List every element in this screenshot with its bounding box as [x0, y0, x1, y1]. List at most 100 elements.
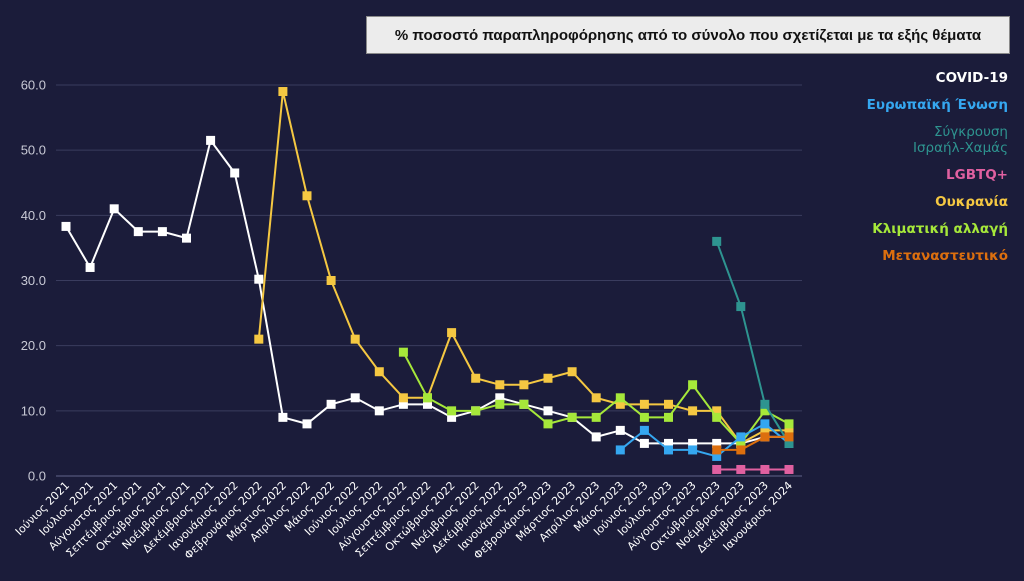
data-point [278, 87, 288, 97]
data-point [567, 367, 577, 377]
data-point [61, 221, 71, 231]
chart-title-box: % ποσοστό παραπληροφόρησης από το σύνολο… [366, 16, 1010, 54]
data-point [85, 262, 95, 272]
data-point [760, 406, 770, 416]
data-point [302, 191, 312, 201]
data-point [712, 236, 722, 246]
data-point [784, 425, 794, 435]
legend-item-covid: COVID-19 [935, 70, 1008, 86]
legend-item-israel-hamas: Σύγκρουση Ισραήλ-Χαμάς [913, 124, 1008, 156]
legend-item-climate: Κλιματική αλλαγή [872, 221, 1008, 237]
data-point [398, 347, 408, 357]
data-point [374, 367, 384, 377]
data-point [254, 334, 264, 344]
data-point [736, 438, 746, 448]
data-point [543, 419, 553, 429]
series-LGBTQ+ [712, 464, 794, 474]
data-point [736, 445, 746, 455]
data-point [133, 227, 143, 237]
y-tick-label: 10.0 [21, 403, 46, 418]
data-point [495, 399, 505, 409]
legend-item-eu: Ευρωπαϊκή Ένωση [866, 97, 1008, 113]
y-tick-label: 0.0 [28, 469, 46, 484]
data-point [447, 328, 457, 338]
legend-item-ukraine: Ουκρανία [935, 194, 1008, 210]
chart-title: % ποσοστό παραπληροφόρησης από το σύνολο… [394, 26, 982, 44]
data-point [495, 393, 505, 403]
data-point [398, 393, 408, 403]
data-point [712, 406, 722, 416]
data-point [543, 373, 553, 383]
data-point [712, 412, 722, 422]
data-point [664, 438, 673, 448]
data-point [736, 302, 746, 312]
y-tick-label: 30.0 [21, 273, 46, 288]
data-point [784, 464, 794, 474]
data-point [326, 399, 336, 409]
data-point [688, 406, 698, 416]
data-point [495, 380, 505, 390]
data-point [350, 334, 360, 344]
data-point [278, 412, 288, 422]
data-point [712, 464, 722, 474]
data-point [206, 135, 216, 145]
data-point [519, 399, 529, 409]
series-line [715, 241, 790, 444]
data-point [615, 393, 625, 403]
data-point [712, 438, 722, 448]
data-point [760, 432, 770, 442]
data-point [664, 399, 673, 409]
series-line [257, 91, 789, 445]
data-point [615, 399, 625, 409]
data-point [615, 445, 625, 455]
series-line [716, 435, 789, 451]
y-tick-label: 60.0 [21, 78, 46, 93]
data-point [471, 406, 481, 416]
y-tick-label: 40.0 [21, 208, 46, 223]
data-point [350, 393, 360, 403]
data-point [302, 419, 312, 429]
data-point [230, 168, 240, 178]
data-point [639, 425, 649, 435]
data-point [615, 425, 625, 435]
data-point [688, 438, 698, 448]
data-point [374, 406, 384, 416]
data-point [639, 438, 649, 448]
data-point [664, 412, 673, 422]
data-point [591, 412, 601, 422]
data-point [784, 432, 794, 442]
series-COVID-19 [61, 135, 794, 448]
data-point [447, 412, 457, 422]
data-point [471, 373, 481, 383]
legend-item-lgbtq: LGBTQ+ [946, 167, 1008, 183]
data-point [591, 393, 601, 403]
data-point [591, 432, 601, 442]
legend-item-migration: Μεταναστευτικό [882, 248, 1008, 264]
data-point [182, 233, 191, 243]
y-tick-label: 50.0 [21, 143, 46, 158]
data-point [760, 419, 770, 429]
legend: COVID-19 Ευρωπαϊκή Ένωση Σύγκρουση Ισραήλ… [808, 70, 1008, 275]
data-point [664, 445, 673, 455]
y-axis-ticks: 0.0 10.0 20.0 30.0 40.0 50.0 60.0 [21, 78, 46, 484]
series-Σύγκρουση Ισραήλ-Χαμάς [712, 236, 794, 448]
data-point [567, 412, 577, 422]
data-point [760, 399, 770, 409]
data-point [784, 438, 794, 448]
y-tick-label: 20.0 [21, 338, 46, 353]
data-point [398, 399, 408, 409]
data-point [519, 380, 529, 390]
data-point [639, 412, 649, 422]
data-point [712, 451, 722, 461]
data-point [423, 399, 432, 409]
data-point [254, 274, 264, 284]
data-point [688, 445, 698, 455]
data-point [543, 406, 553, 416]
data-point [736, 432, 746, 442]
data-point [760, 464, 770, 474]
series-Κλιματική αλλαγή [398, 347, 794, 448]
series-lines [61, 87, 794, 474]
gridlines [56, 84, 802, 477]
data-point [109, 204, 119, 214]
